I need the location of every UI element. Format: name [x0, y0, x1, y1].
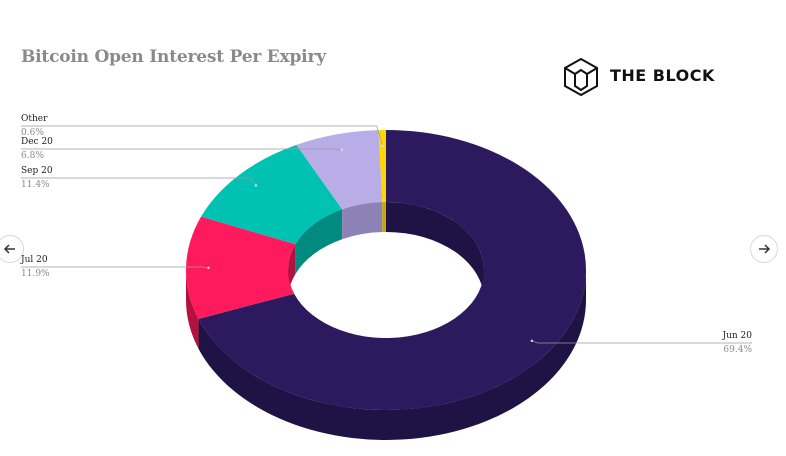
label-name-other: Other [21, 114, 48, 124]
label-value-other: 0.6% [21, 128, 44, 138]
slice-other [378, 130, 386, 203]
slice-jun-20 [198, 130, 586, 410]
the-block-logo: THE BLOCK [561, 56, 721, 96]
leader-dot-jun-20 [530, 339, 534, 343]
chart-title: Bitcoin Open Interest Per Expiry [21, 47, 326, 67]
slice-inner-wall-other [382, 202, 386, 233]
slice-inner-wall-dec-20 [342, 202, 383, 240]
slice-inner-wall-jun-20 [386, 202, 484, 300]
leader-line-jun-20 [531, 340, 752, 344]
arrow-left-icon [3, 244, 15, 254]
leader-line-jul-20 [21, 266, 209, 269]
slice-jul-20 [186, 216, 296, 319]
slice-side-jun-20 [198, 270, 586, 440]
leader-line-other [21, 125, 383, 146]
slice-inner-wall-sep-20 [295, 209, 343, 275]
next-button[interactable] [750, 235, 778, 263]
leader-line-dec-20 [21, 148, 342, 151]
previous-button[interactable] [0, 235, 24, 263]
leader-line-sep-20 [21, 177, 257, 186]
leader-dot-other [381, 144, 384, 148]
label-value-sep-20: 11.4% [21, 180, 50, 190]
leader-dot-sep-20 [254, 184, 258, 187]
brand-name: THE BLOCK [610, 66, 715, 85]
label-value-jun-20: 69.4% [723, 345, 752, 355]
leader-dot-jul-20 [207, 266, 210, 270]
slice-dec-20 [296, 130, 383, 210]
label-name-jul-20: Jul 20 [20, 255, 48, 265]
label-name-dec-20: Dec 20 [21, 137, 53, 147]
arrow-right-icon [759, 244, 771, 254]
label-name-sep-20: Sep 20 [21, 166, 53, 176]
label-value-dec-20: 6.8% [21, 151, 44, 161]
label-value-jul-20: 11.9% [21, 269, 50, 279]
leader-dot-dec-20 [340, 148, 344, 151]
slice-side-jul-20 [186, 270, 199, 349]
cube-logo-icon [564, 57, 598, 96]
label-name-jun-20: Jun 20 [721, 331, 752, 341]
slice-sep-20 [201, 144, 343, 245]
